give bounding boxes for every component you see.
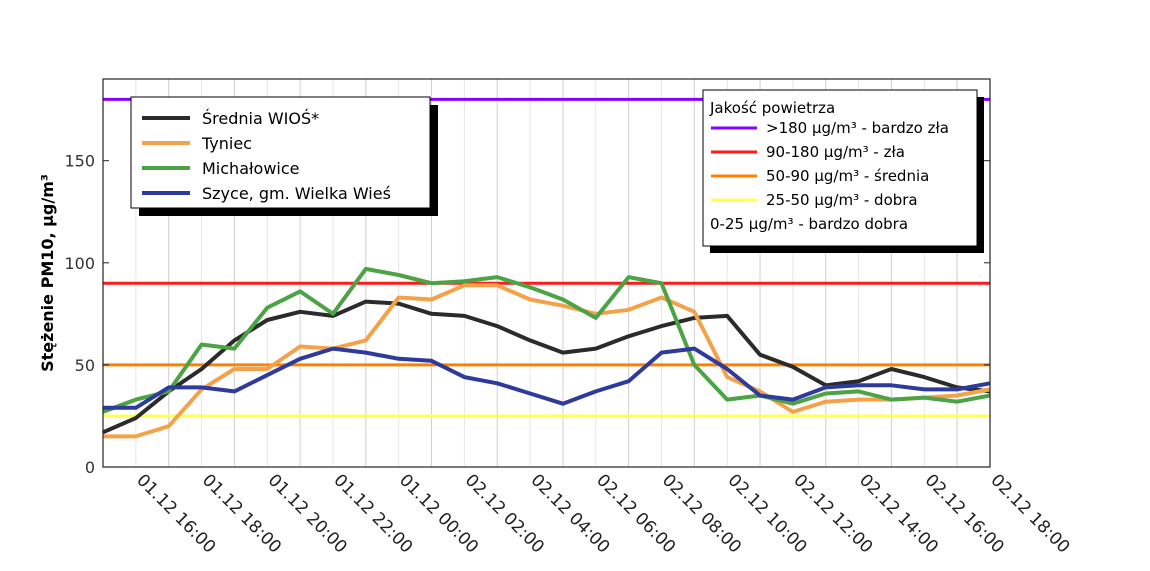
y-axis-label: Stężenie PM10, μg/m³ [38, 174, 57, 372]
aq-legend-label: 0-25 μg/m³ - bardzo dobra [710, 215, 908, 233]
series-legend: Średnia WIOŚ* Tyniec Michałowice Szyce, gm.… [130, 96, 438, 216]
series-lines [102, 266, 991, 439]
aq-legend-label: >180 μg/m³ - bardzo zła [766, 119, 949, 137]
series-line [103, 346, 991, 410]
legend-label: Szyce, gm. Wielka Wieś [202, 184, 391, 203]
y-tick-label: 50 [75, 356, 95, 375]
legend-label: Tyniec [201, 134, 252, 153]
legend-box [130, 96, 431, 209]
aq-legend-label: 25-50 μg/m³ - dobra [766, 191, 918, 209]
aq-legend-label: 50-90 μg/m³ - średnia [766, 167, 929, 185]
aq-legend-box [702, 89, 978, 247]
series-line [103, 283, 991, 439]
y-tick-label: 100 [64, 254, 95, 273]
y-axis-ticks: 0 50 100 150 [64, 152, 990, 477]
legend-label: Michałowice [202, 159, 300, 178]
plot-frame [102, 78, 991, 468]
series-line [102, 266, 991, 414]
aq-legend-title: Jakość powietrza [709, 99, 835, 117]
y-tick-label: 150 [64, 152, 95, 171]
aq-legend-label: 90-180 μg/m³ - zła [766, 143, 905, 161]
y-tick-label: 0 [85, 458, 95, 477]
air-quality-legend: Jakość powietrza >180 μg/m³ - bardzo zła… [702, 89, 984, 253]
legend-label: Średnia WIOŚ* [202, 109, 319, 128]
